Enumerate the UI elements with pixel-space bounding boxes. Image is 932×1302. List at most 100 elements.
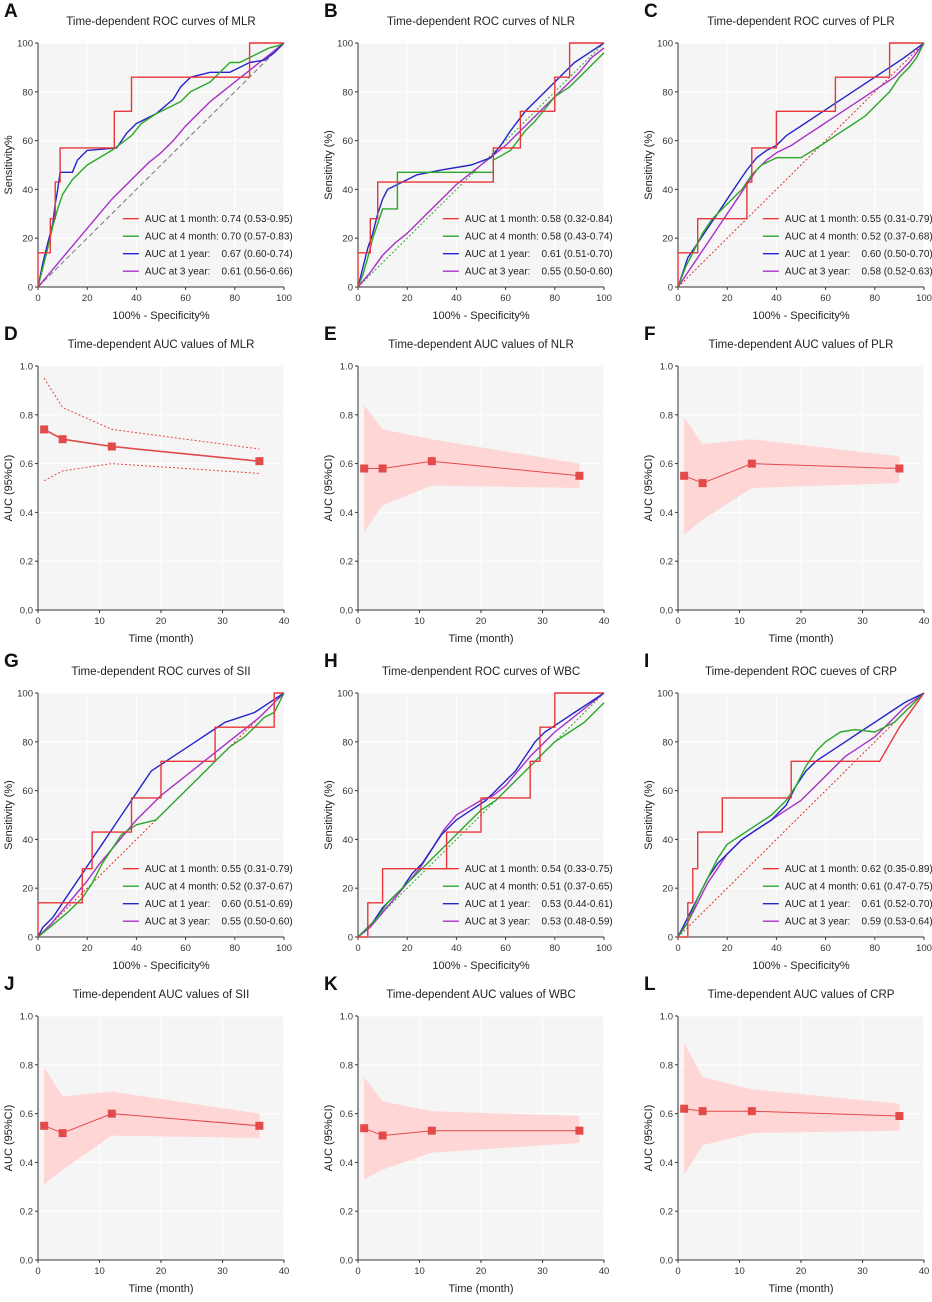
x-tick-label: 0 [35,293,40,304]
y-tick-label: 40 [342,185,353,196]
legend-entry-m1: AUC at 1 month: 0.74 (0.53-0.95) [145,214,293,225]
x-axis-label: Time (month) [449,633,514,645]
auc-point [255,457,264,466]
legend-entry-m1: AUC at 1 month: 0.55 (0.31-0.79) [785,214,932,225]
roc-curve-m4 [357,52,605,288]
auc-point [40,425,49,434]
reference-diagonal [677,42,925,288]
x-tick-label: 30 [857,616,868,627]
y-tick-label: 0.8 [660,410,673,421]
x-tick-label: 40 [599,616,610,627]
legend-entry-m1: AUC at 1 month: 0.55 (0.31-0.79) [145,864,293,875]
y-tick-label: 0.6 [20,1109,33,1120]
x-axis-label: Time (month) [449,1283,514,1295]
x-axis-label: 100% - Specificity% [432,310,529,322]
panel-letter-g: G [4,651,19,672]
x-tick-label: 0 [675,1266,680,1277]
x-tick-label: 40 [771,293,782,304]
x-tick-label: 40 [919,1266,930,1277]
legend-entry-m4: AUC at 4 month: 0.58 (0.43-0.74) [465,232,613,243]
y-tick-label: 100 [17,689,33,700]
x-tick-label: 100 [276,293,292,304]
y-tick-label: 0.4 [20,508,33,519]
roc-curve-y3 [357,47,605,288]
y-tick-label: 0 [28,283,33,294]
legend-entry-y1: AUC at 1 year: 0.60 (0.50-0.70) [785,249,932,260]
panel-f: F Time-dependent AUC values of PLR 0 10 20 30… [643,324,929,645]
panel-letter-f: F [644,324,656,345]
roc-curve-m4 [37,692,285,938]
x-tick-label: 0 [35,1266,40,1277]
plot-title: Time-denpendent ROC curves of WBC [382,666,580,678]
roc-curve-y1 [37,692,285,938]
auc-point [895,464,904,473]
x-tick-label: 100 [596,943,612,954]
panel-letter-k: K [324,974,338,995]
reference-diagonal [677,692,925,938]
roc-curve-y3 [677,692,925,938]
legend-entry-y1: AUC at 1 year: 0.61 (0.52-0.70) [785,899,932,910]
x-tick-label: 20 [82,943,93,954]
x-tick-label: 20 [156,1266,167,1277]
roc-curve-y1 [357,42,605,288]
x-tick-label: 60 [820,293,831,304]
auc-line [43,1113,260,1134]
y-tick-label: 0.2 [660,557,673,568]
auc-point [575,1126,584,1135]
ci-band [44,1067,260,1185]
plot-title: Time-dependent AUC values of SII [73,989,250,1001]
roc-curve-m4 [677,42,925,288]
auc-point [40,1121,49,1130]
auc-point [378,1131,387,1140]
x-tick-label: 30 [537,616,548,627]
x-tick-label: 40 [279,616,290,627]
y-tick-label: 0.8 [20,410,33,421]
x-axis-label: 100% - Specificity% [752,310,849,322]
y-tick-label: 0 [668,283,673,294]
plot-title: Time-dependent ROC curves of MLR [66,16,255,28]
x-tick-label: 0 [675,293,680,304]
roc-curve-y3 [37,42,285,288]
y-tick-label: 20 [22,884,33,895]
x-axis-label: Time (month) [769,1283,834,1295]
plot-title: Time-dependent ROC curves of PLR [707,16,895,28]
y-tick-label: 0.2 [340,557,353,568]
y-tick-label: 40 [22,185,33,196]
legend-entry-y1: AUC at 1 year: 0.60 (0.51-0.69) [145,899,293,910]
y-tick-label: 20 [662,234,673,245]
y-tick-label: 60 [662,136,673,147]
panel-letter-l: L [644,974,656,995]
x-tick-label: 20 [722,943,733,954]
y-tick-label: 100 [337,689,353,700]
x-axis-label: Time (month) [129,1283,194,1295]
x-tick-label: 0 [355,1266,360,1277]
panel-letter-a: A [4,1,18,22]
y-tick-label: 1.0 [660,362,673,373]
y-axis-label: Sensitivity (%) [323,130,335,200]
plot-title: Time-dependent ROC curves of SII [71,666,250,678]
y-tick-label: 0.4 [340,508,353,519]
auc-point [360,464,369,473]
ci-band [364,1077,580,1180]
x-tick-label: 40 [451,293,462,304]
auc-point [107,1109,116,1118]
legend: AUC at 1 month: 0.54 (0.33-0.75) AUC at 4… [442,864,613,928]
legend-entry-y3: AUC at 3 year: 0.58 (0.52-0.63) [785,267,932,278]
x-tick-label: 0 [355,616,360,627]
panel-l: L Time-dependent AUC values of CRP 0 10 20 30… [643,974,929,1295]
plot-title: Time-dependent AUC values of NLR [388,339,574,351]
roc-curve-m1 [678,692,925,938]
y-tick-label: 60 [22,136,33,147]
auc-point [698,479,707,488]
legend-entry-m1: AUC at 1 month: 0.58 (0.32-0.84) [465,214,613,225]
x-tick-label: 30 [217,1266,228,1277]
y-tick-label: 0 [28,933,33,944]
legend-entry-y3: AUC at 3 year: 0.55 (0.50-0.60) [145,917,293,928]
auc-point [255,1121,264,1130]
x-tick-label: 80 [870,293,881,304]
x-tick-label: 80 [230,943,241,954]
y-tick-label: 20 [662,884,673,895]
x-tick-label: 80 [550,293,561,304]
panel-letter-h: H [324,651,338,672]
